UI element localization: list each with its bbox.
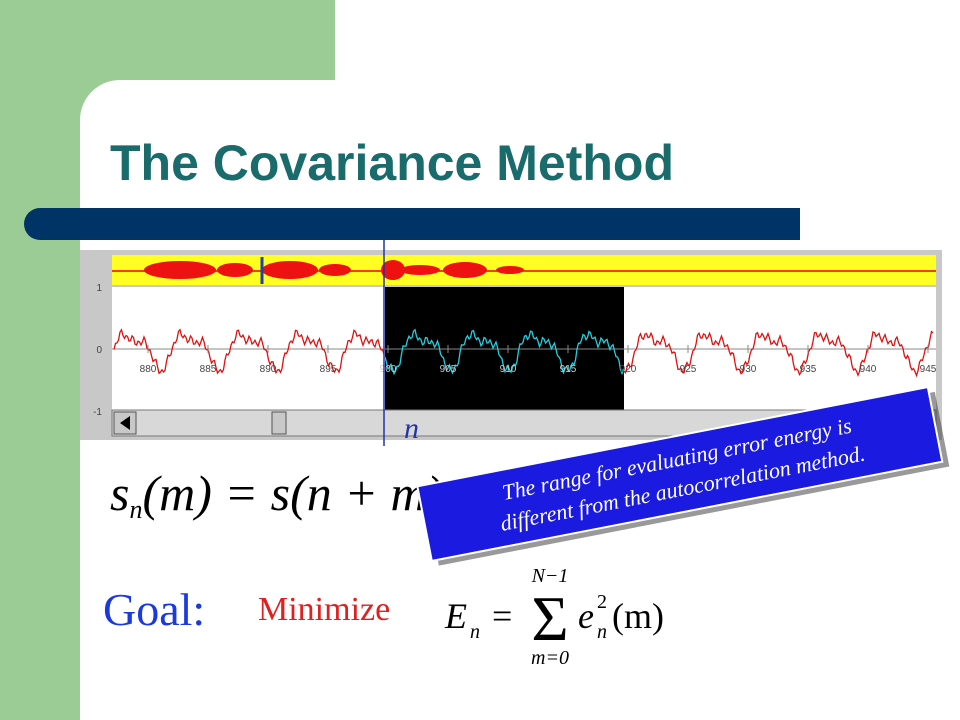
blob [443, 262, 487, 278]
x-tick-label: 915 [560, 364, 577, 375]
x-tick-label: 925 [680, 364, 697, 375]
expression: (m) = s(n + m) [142, 465, 443, 521]
y-tick-label: -1 [93, 407, 102, 418]
y-tick-label: 1 [96, 283, 102, 294]
green-frame [0, 0, 335, 720]
waveform-panel: 880 885 890 895 900 905 910 915 920 925 930 935 940 9… [80, 250, 942, 440]
y-tick-label: 0 [96, 345, 102, 356]
term: e [578, 596, 594, 636]
goal-action: Minimize [258, 591, 390, 628]
blob [496, 266, 524, 274]
x-tick-label: 945 [920, 364, 937, 375]
blob [381, 260, 405, 280]
blob [144, 261, 216, 279]
slide-title: The Covariance Method [110, 135, 674, 191]
subscript: n [470, 621, 480, 643]
position-marker: n [404, 412, 419, 445]
waveform-trace [384, 328, 625, 376]
symbol: s [110, 465, 129, 521]
blob [319, 264, 351, 276]
symbol: E [444, 596, 467, 636]
x-tick-label: 885 [200, 364, 217, 375]
x-tick-label: 895 [320, 364, 337, 375]
blob [400, 265, 440, 275]
x-tick-label: 890 [260, 364, 277, 375]
blob [262, 261, 318, 279]
equals: = [492, 596, 512, 636]
goal-label: Goal: [103, 584, 205, 635]
equation-1: sn(m) = s(n + m) [110, 465, 443, 524]
overview-blobs [144, 260, 524, 280]
superscript: 2 [597, 591, 607, 613]
upper-limit: N−1 [531, 565, 569, 587]
x-tick-label: 940 [860, 364, 877, 375]
subscript: n [597, 621, 607, 643]
argument: (m) [612, 596, 664, 636]
x-tick-label: 900 [380, 364, 397, 375]
callout-box [416, 385, 944, 563]
x-tick-label: 905 [440, 364, 457, 375]
blob [217, 263, 253, 277]
subscript: n [129, 495, 142, 524]
x-tick-label: 935 [800, 364, 817, 375]
x-tick-label: 930 [740, 364, 757, 375]
equation-2: E n = Σ N−1 m=0 e n 2 (m) [444, 565, 664, 669]
x-tick-label: 910 [500, 364, 517, 375]
waveform-trace [623, 330, 934, 378]
lower-limit: m=0 [531, 647, 569, 669]
sum-sign: Σ [531, 583, 568, 654]
x-tick-label: 880 [140, 364, 157, 375]
waveform-trace [113, 328, 385, 375]
title-bar [24, 208, 800, 240]
x-tick-label: 920 [620, 364, 637, 375]
arrow-icon [120, 416, 130, 430]
scroll-thumb[interactable] [271, 411, 287, 435]
